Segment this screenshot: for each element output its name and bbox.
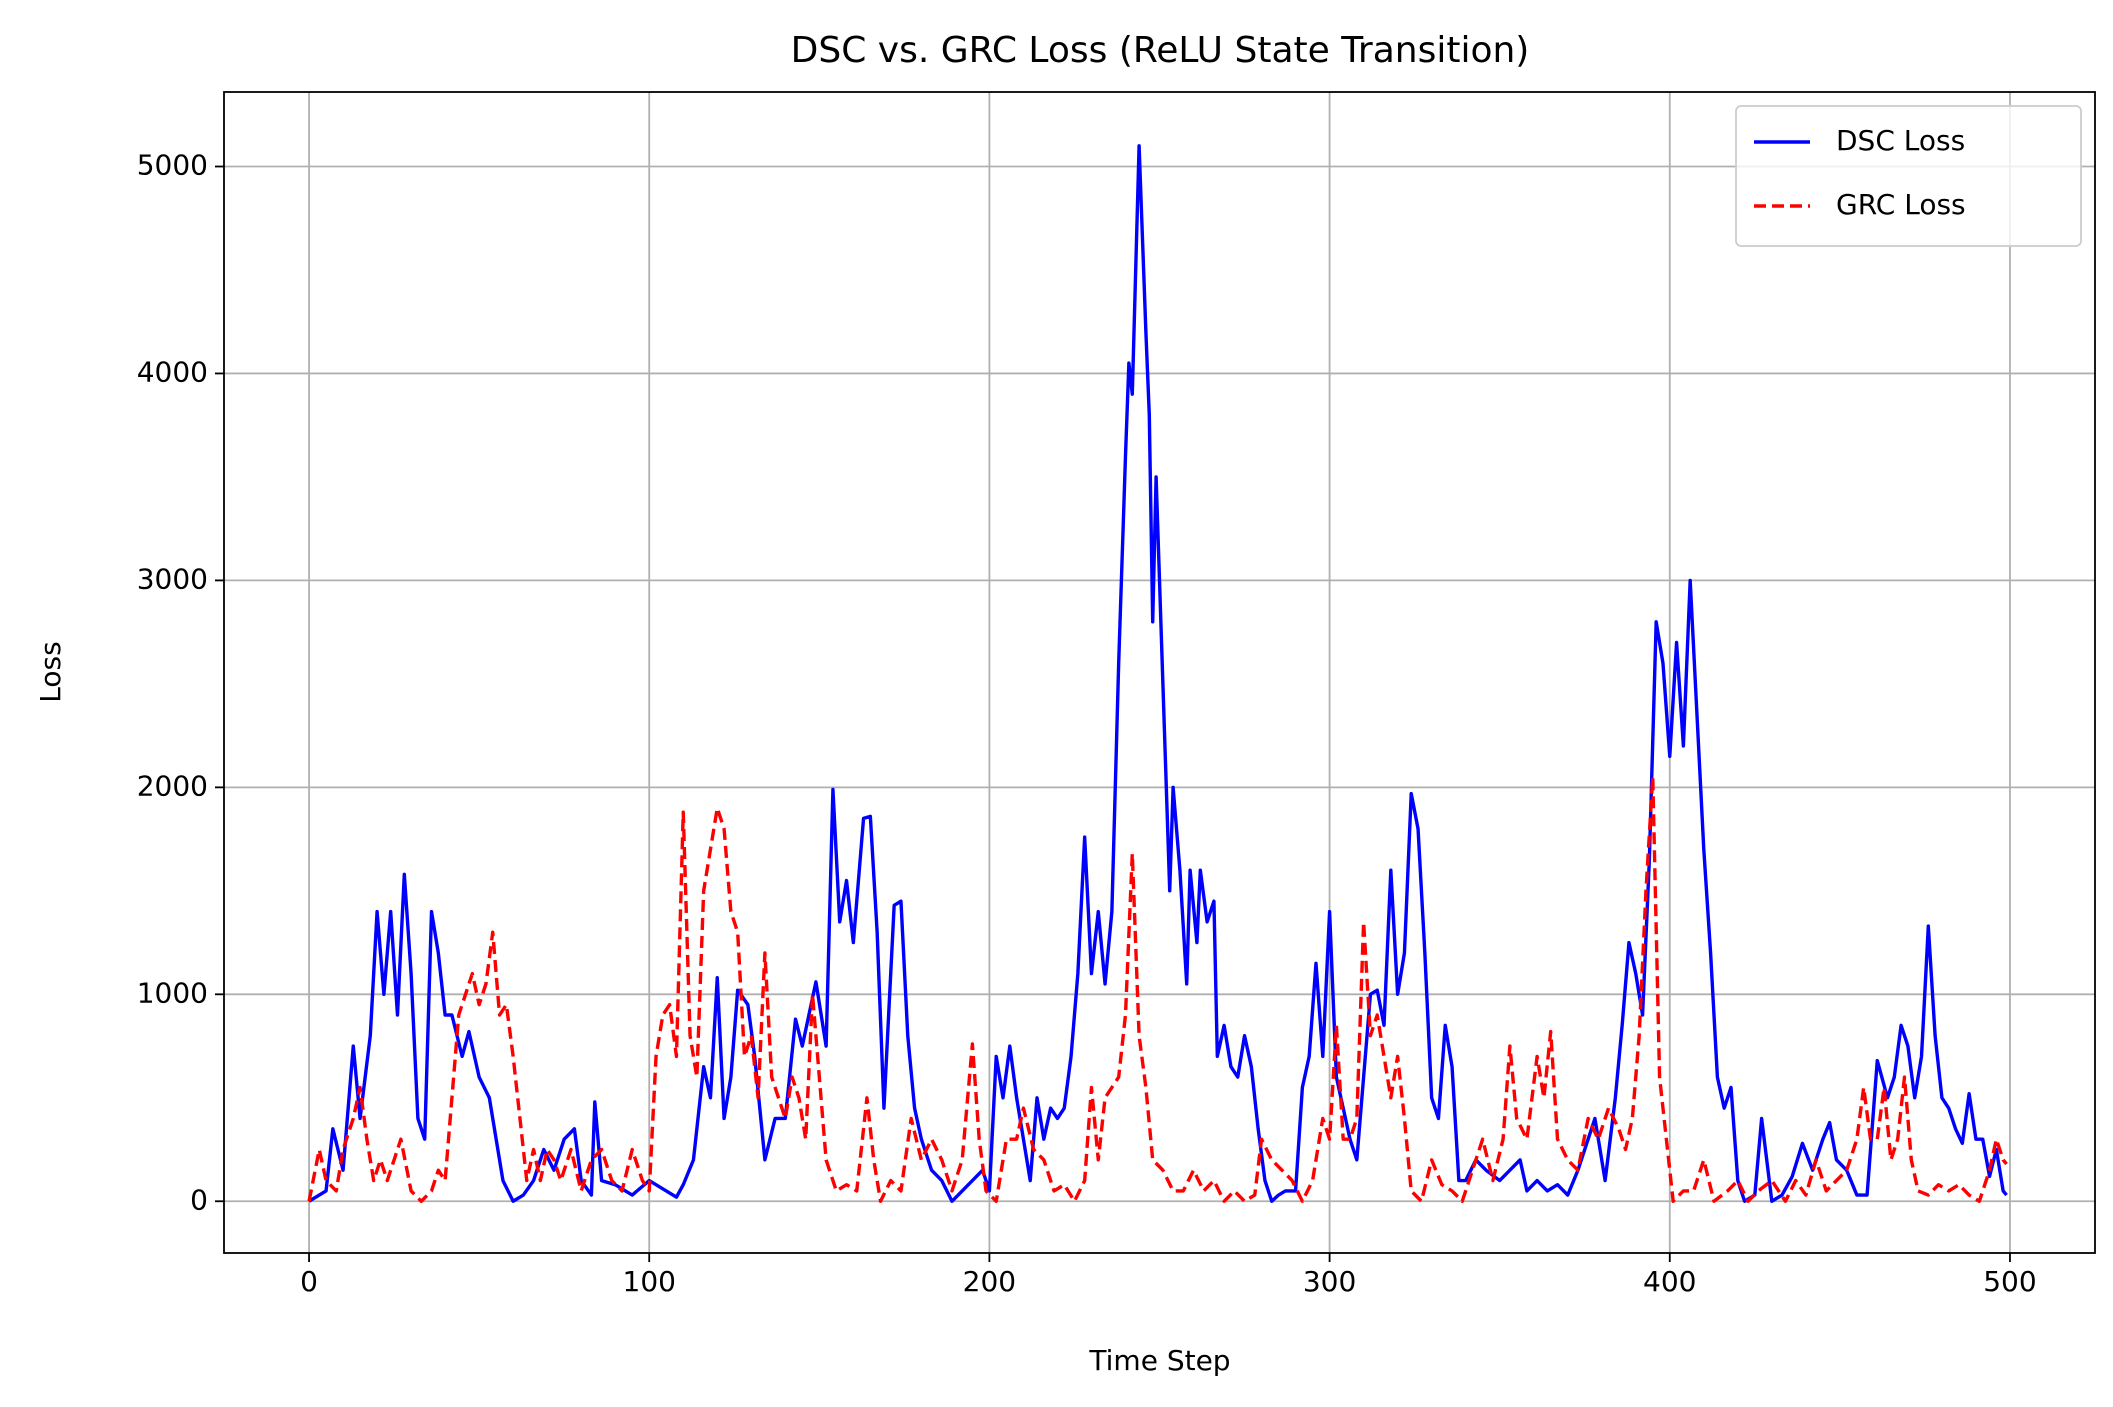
legend-label: GRC Loss bbox=[1836, 188, 1966, 221]
y-tick-label: 3000 bbox=[137, 562, 208, 595]
x-axis-label: Time Step bbox=[1088, 1344, 1230, 1377]
x-tick-label: 200 bbox=[963, 1265, 1016, 1298]
x-tick-label: 500 bbox=[1983, 1265, 2036, 1298]
plot-frame bbox=[223, 91, 2096, 1254]
y-tick-label: 0 bbox=[190, 1183, 208, 1216]
y-tick-label: 4000 bbox=[137, 355, 208, 388]
legend-box bbox=[1735, 105, 2082, 247]
y-axis-label: Loss bbox=[34, 641, 67, 702]
y-tick-label: 1000 bbox=[137, 976, 208, 1009]
legend: DSC Loss GRC Loss bbox=[1735, 105, 2082, 247]
x-tick-label: 0 bbox=[300, 1265, 318, 1298]
legend-label: DSC Loss bbox=[1836, 124, 1965, 157]
x-tick-label: 400 bbox=[1643, 1265, 1696, 1298]
x-tick-label: 300 bbox=[1303, 1265, 1356, 1298]
y-tick-label: 5000 bbox=[137, 149, 208, 182]
chart-title: DSC vs. GRC Loss (ReLU State Transition) bbox=[791, 30, 1530, 71]
data-line bbox=[307, 775, 2008, 1203]
y-tick-label: 2000 bbox=[137, 769, 208, 802]
data-line bbox=[308, 144, 2008, 1203]
x-tick-label: 100 bbox=[623, 1265, 676, 1298]
